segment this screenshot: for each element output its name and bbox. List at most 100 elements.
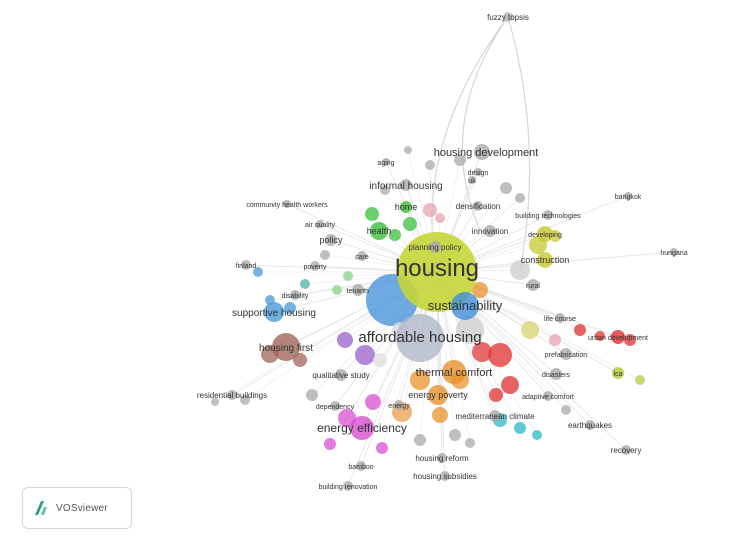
term-node-densification xyxy=(473,201,483,211)
network-node xyxy=(337,332,353,348)
term-node-dependency xyxy=(330,401,340,411)
network-node xyxy=(454,154,466,166)
network-node xyxy=(561,405,571,415)
network-node xyxy=(376,442,388,454)
term-label-hungaria: hungaria xyxy=(660,250,687,257)
term-label-energy: energy xyxy=(388,403,410,410)
term-node-poverty xyxy=(310,261,320,271)
term-node-housing-reform xyxy=(437,453,447,463)
term-node-home xyxy=(400,201,412,213)
network-node xyxy=(514,422,526,434)
term-node-disasters xyxy=(550,368,562,380)
network-node xyxy=(293,353,307,367)
network-node xyxy=(472,342,492,362)
term-node-finland xyxy=(241,260,251,270)
term-node-developing xyxy=(537,226,553,242)
term-node-bamboo xyxy=(356,461,366,471)
network-node xyxy=(521,321,539,339)
network-node xyxy=(635,375,645,385)
network-node xyxy=(432,407,448,423)
network-node xyxy=(456,316,484,344)
network-node xyxy=(489,388,503,402)
term-node-building-renovation xyxy=(343,481,353,491)
term-label-qualitative: qualitative study xyxy=(312,371,369,380)
term-node-energy-pov xyxy=(428,385,448,405)
term-labels: housing affordable housing sustainability h… xyxy=(197,13,688,491)
network-node xyxy=(306,389,318,401)
network-node xyxy=(365,207,379,221)
term-node-tenants xyxy=(352,284,364,296)
term-node-building-tech xyxy=(543,210,553,220)
term-label-housing-first: housing first xyxy=(259,343,313,354)
term-label-fuzzy: fuzzy topsis xyxy=(487,13,529,22)
vosviewer-logo-icon xyxy=(35,501,47,515)
term-label-housing: housing xyxy=(395,255,479,282)
term-node-uk xyxy=(468,176,476,184)
term-node-fuzzy xyxy=(503,12,513,22)
term-node-care xyxy=(357,251,367,261)
term-node-policy xyxy=(325,234,337,246)
term-label-sustainability: sustainability xyxy=(428,298,503,313)
term-label-thermal: thermal comfort xyxy=(416,367,492,379)
term-node-prefab xyxy=(560,348,572,360)
term-label-design: design xyxy=(468,170,489,177)
network-node xyxy=(624,334,636,346)
term-node-urban-dev xyxy=(611,330,625,344)
term-node-energy xyxy=(394,400,404,410)
network-node xyxy=(253,267,263,277)
network-node xyxy=(532,430,542,440)
term-label-disability: disability xyxy=(282,293,309,300)
term-label-rural: rural xyxy=(526,283,540,290)
network-node xyxy=(465,438,475,448)
network-node xyxy=(365,394,381,410)
network-node xyxy=(320,250,330,260)
term-label-housing-dev: housing development xyxy=(434,147,539,159)
term-node-planning xyxy=(429,241,441,253)
network-node xyxy=(414,434,426,446)
term-node-housing-dev xyxy=(474,144,490,160)
network-node xyxy=(449,429,461,441)
term-label-innovation: innovation xyxy=(472,227,508,236)
term-node-air-quality xyxy=(316,220,324,228)
term-node-thermal xyxy=(442,360,466,384)
term-node-health xyxy=(370,222,388,240)
term-node-disability xyxy=(290,290,300,300)
term-label-home: home xyxy=(395,202,418,212)
term-label-finland: finland xyxy=(236,263,257,270)
network-node xyxy=(423,203,437,217)
term-label-bamboo: bamboo xyxy=(348,464,373,471)
term-label-housing-reform: housing reform xyxy=(415,454,469,463)
term-node-recovery xyxy=(621,445,631,455)
network-node xyxy=(324,438,336,450)
term-label-mediterranean: mediterranean climate xyxy=(455,412,535,421)
network-node xyxy=(435,213,445,223)
term-label-urban-dev: urban development xyxy=(588,335,648,342)
network-node xyxy=(389,229,401,241)
network-node xyxy=(380,185,390,195)
network-node xyxy=(404,146,412,154)
term-node-sustainability xyxy=(451,292,479,320)
term-node-construction xyxy=(537,252,553,268)
term-label-energy-eff: energy efficiency xyxy=(317,421,407,435)
network-node xyxy=(343,271,353,281)
term-label-informal: informal housing xyxy=(369,181,442,192)
network-node xyxy=(211,398,219,406)
term-label-supportive: supportive housing xyxy=(232,308,316,319)
term-node-housing-subsidies xyxy=(440,471,450,481)
network-node xyxy=(574,324,586,336)
term-node-aging xyxy=(382,158,390,166)
network-node xyxy=(595,331,605,341)
network-node xyxy=(240,395,250,405)
network-node xyxy=(300,279,310,289)
network-node xyxy=(488,343,512,367)
term-node-innovation xyxy=(484,225,496,237)
term-node-energy-eff xyxy=(350,416,374,440)
term-node-mediterranean xyxy=(489,410,501,422)
network-link xyxy=(507,16,531,271)
logo-text: VOSviewer xyxy=(56,502,108,514)
term-label-building-renovation: building renovation xyxy=(319,484,378,491)
term-node-community xyxy=(283,200,291,208)
term-label-developing: developing xyxy=(528,232,562,239)
term-label-recovery: recovery xyxy=(611,446,642,455)
